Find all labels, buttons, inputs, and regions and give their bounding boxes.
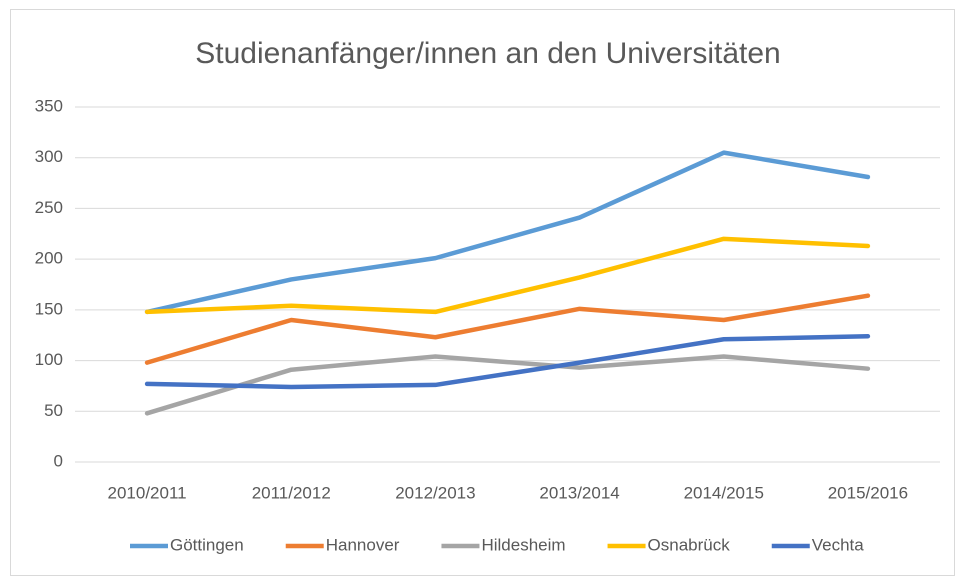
legend-label: Vechta [812,535,865,554]
x-tick-label: 2014/2015 [684,483,764,502]
x-tick-label: 2015/2016 [828,483,908,502]
chart-title: Studienanfänger/innen an den Universität… [195,37,780,70]
legend-label: Osnabrück [648,535,731,554]
y-tick-label: 350 [35,96,63,115]
series-line [144,354,871,416]
y-tick-label: 150 [35,299,63,318]
x-tick-label: 2013/2014 [539,483,619,502]
y-tick-label: 100 [35,350,63,369]
x-tick-label: 2012/2013 [395,483,475,502]
legend-label: Hannover [326,535,400,554]
series-line [144,236,871,315]
y-tick-label: 200 [35,249,63,268]
x-tick-label: 2010/2011 [108,483,187,502]
y-tick-label: 50 [44,401,63,420]
series-line [144,293,871,365]
series-line [144,150,871,315]
series-line [144,333,871,390]
chart-border [10,9,955,576]
legend-label: Göttingen [170,535,244,554]
legend-label: Hildesheim [481,535,565,554]
x-tick-label: 2011/2012 [252,483,331,502]
y-tick-label: 0 [54,451,63,470]
y-tick-label: 250 [35,198,63,217]
y-tick-label: 300 [35,147,63,166]
